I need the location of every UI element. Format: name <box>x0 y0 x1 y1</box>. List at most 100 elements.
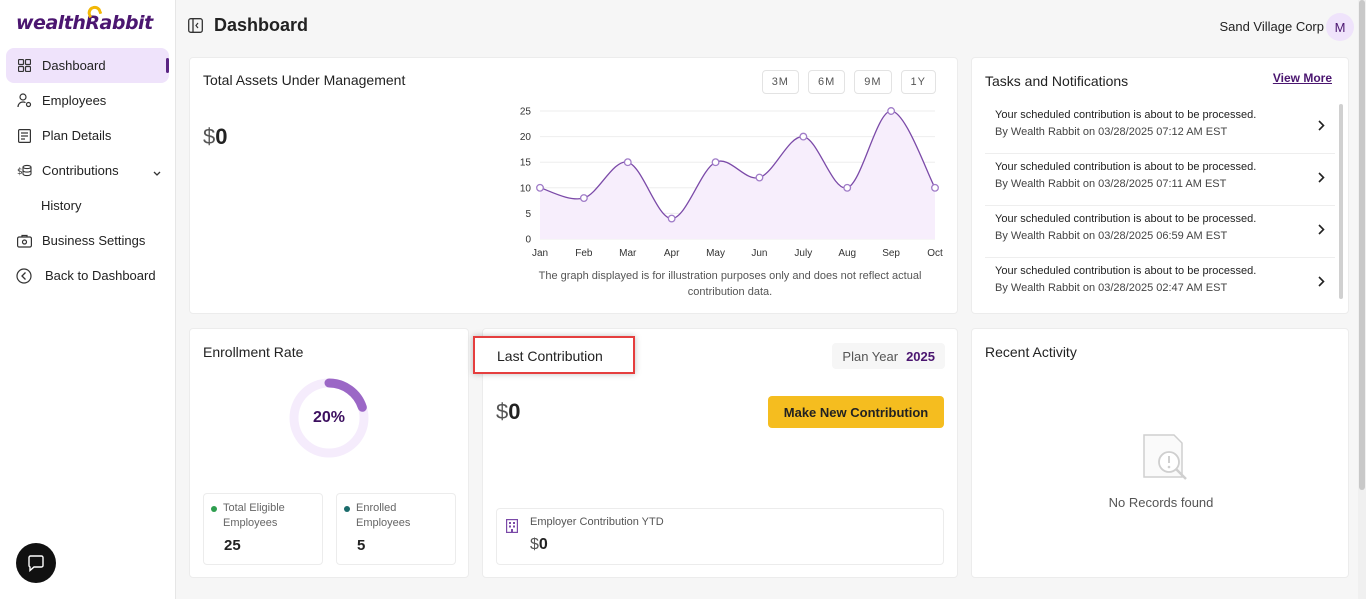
aum-card: Total Assets Under Management $0 3M 6M 9… <box>189 57 958 314</box>
tasks-title: Tasks and Notifications <box>985 73 1129 89</box>
chat-bubble-icon <box>28 555 44 572</box>
sidebar-item-label: Business Settings <box>42 233 146 248</box>
view-more-link[interactable]: View More <box>1272 71 1332 85</box>
range-selector: 3M 6M 9M 1Y <box>761 70 936 94</box>
data-point <box>579 194 588 202</box>
task-message: Your scheduled contribution is about to … <box>995 109 1257 121</box>
scrollbar-thumb[interactable] <box>1359 0 1365 490</box>
task-meta: By Wealth Rabbit on 03/28/2025 02:47 AM … <box>995 282 1228 294</box>
chat-button[interactable] <box>16 543 56 583</box>
chevron-right-icon[interactable] <box>1318 222 1325 240</box>
sidebar-item-contributions[interactable]: $ Contributions <box>6 153 169 188</box>
chevron-down-icon[interactable] <box>153 165 161 180</box>
sidebar-item-label: Plan Details <box>42 128 112 143</box>
x-tick-label: May <box>706 248 725 259</box>
task-meta: By Wealth Rabbit on 03/28/2025 07:11 AM … <box>995 178 1227 190</box>
range-6m-button[interactable]: 6M <box>807 70 846 94</box>
chart-disclaimer: The graph displayed is for illustration … <box>538 270 922 298</box>
x-tick-label: July <box>794 248 812 259</box>
wealth-rabbit-logo[interactable]: wealth Rabbit <box>16 3 153 34</box>
no-records-icon <box>1143 434 1187 480</box>
y-tick-label: 5 <box>525 209 531 220</box>
enrolled-employees-stat: Enrolled Employees 5 <box>336 493 456 565</box>
aum-title: Total Assets Under Management <box>203 72 406 88</box>
task-meta: By Wealth Rabbit on 03/28/2025 06:59 AM … <box>995 230 1228 242</box>
sidebar-item-employees[interactable]: Employees <box>6 83 169 118</box>
x-tick-label: Feb <box>575 248 593 259</box>
company-name[interactable]: Sand Village Corp <box>1219 19 1324 34</box>
eligible-value: 25 <box>224 537 241 554</box>
building-icon <box>506 519 519 538</box>
tasks-card: Tasks and Notifications View More Your s… <box>971 57 1349 314</box>
data-point <box>755 173 764 182</box>
x-tick-label: Aug <box>838 248 856 259</box>
enrolled-value: 5 <box>357 537 366 554</box>
sidebar-item-label: Employees <box>42 93 107 108</box>
page-title: Dashboard <box>214 15 309 35</box>
page-scrollbar[interactable] <box>1358 0 1366 599</box>
sidebar-item-history[interactable]: History <box>6 188 169 223</box>
enrollment-donut <box>289 378 369 458</box>
sidebar-item-back-to-dashboard[interactable]: Back to Dashboard <box>6 258 169 293</box>
enrollment-title: Enrollment Rate <box>203 344 304 360</box>
employer-contribution-ytd: Employer Contribution YTD $0 <box>496 508 944 565</box>
make-new-contribution-button[interactable]: Make New Contribution <box>768 396 944 428</box>
series-line <box>539 110 936 220</box>
data-point <box>623 158 632 167</box>
sidebar-collapse-icon <box>188 18 203 33</box>
range-3m-button[interactable]: 3M <box>761 70 799 94</box>
sidebar-toggle-button[interactable] <box>188 18 203 38</box>
chevron-right-icon[interactable] <box>1318 170 1325 188</box>
task-item[interactable]: Your scheduled contribution is about to … <box>985 206 1335 258</box>
data-point <box>536 183 544 192</box>
sidebar-item-dashboard[interactable]: Dashboard <box>6 48 169 83</box>
last-contribution-value: 0 <box>508 399 521 424</box>
y-tick-label: 0 <box>525 235 531 246</box>
logo-r: R <box>85 3 103 34</box>
x-tick-label: Oct <box>927 248 943 259</box>
ytd-amount: $0 <box>530 536 548 554</box>
last-contribution-title: Last Contribution <box>473 336 635 374</box>
task-list: Your scheduled contribution is about to … <box>985 102 1335 310</box>
eligible-label: Total Eligible Employees <box>223 502 285 529</box>
y-tick-label: 10 <box>520 183 532 194</box>
data-point <box>887 107 896 115</box>
aum-chart: 0 5 10 15 20 25 Jan Feb Mar Apr May Jun July Aug Sep Oc… <box>520 107 943 260</box>
back-circle-icon <box>16 267 32 284</box>
y-tick-label: 25 <box>520 107 532 118</box>
y-tick-label: 15 <box>520 158 532 169</box>
task-item[interactable]: Your scheduled contribution is about to … <box>985 102 1335 154</box>
y-tick-label: 20 <box>520 132 532 143</box>
currency-symbol: $ <box>496 399 509 424</box>
sidebar-item-business-settings[interactable]: Business Settings <box>6 223 169 258</box>
data-point <box>667 214 676 223</box>
tasks-scrollbar[interactable] <box>1339 104 1343 299</box>
sidebar: wealth Rabbit Dashboard Employees Plan De… <box>0 0 176 599</box>
ytd-label: Employer Contribution YTD <box>530 516 664 528</box>
ytd-value: 0 <box>538 536 548 553</box>
range-9m-button[interactable]: 9M <box>854 70 892 94</box>
task-item[interactable]: Your scheduled contribution is about to … <box>985 258 1335 310</box>
x-tick-label: Mar <box>619 248 637 259</box>
chevron-right-icon[interactable] <box>1318 274 1325 292</box>
task-meta: By Wealth Rabbit on 03/28/2025 07:12 AM … <box>995 126 1228 138</box>
svg-text:$: $ <box>17 167 23 177</box>
grid-icon <box>16 58 32 74</box>
sidebar-item-label: History <box>41 198 82 213</box>
plan-year-value: 2025 <box>906 348 935 364</box>
x-tick-label: Jan <box>532 248 548 259</box>
x-tick-label: Apr <box>664 248 680 259</box>
donut-progress <box>289 378 369 458</box>
aum-value: 0 <box>215 124 228 149</box>
chevron-right-icon[interactable] <box>1318 118 1325 136</box>
task-message: Your scheduled contribution is about to … <box>995 161 1257 173</box>
enrolled-dot <box>344 506 350 512</box>
eligible-employees-stat: Total Eligible Employees 25 <box>203 493 323 565</box>
range-1y-button[interactable]: 1Y <box>900 70 936 94</box>
sidebar-item-plan-details[interactable]: Plan Details <box>6 118 169 153</box>
series-area <box>540 111 935 239</box>
avatar[interactable]: M <box>1326 13 1354 41</box>
plan-year-selector[interactable]: Plan Year 2025 <box>832 343 945 369</box>
sidebar-item-label: Back to Dashboard <box>45 268 156 283</box>
task-item[interactable]: Your scheduled contribution is about to … <box>985 154 1335 206</box>
